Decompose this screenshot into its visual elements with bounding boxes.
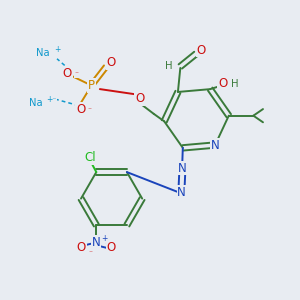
Text: N: N <box>92 236 101 249</box>
Text: O: O <box>76 103 85 116</box>
Text: O: O <box>218 77 227 90</box>
Text: H: H <box>231 79 238 89</box>
Text: H: H <box>165 61 173 71</box>
Text: N: N <box>177 186 186 199</box>
Text: Na: Na <box>29 98 43 109</box>
Text: P: P <box>88 79 95 92</box>
Text: O: O <box>63 67 72 80</box>
Text: +⁻: +⁻ <box>46 95 56 104</box>
Text: +: + <box>101 233 108 242</box>
Text: O: O <box>107 56 116 69</box>
Text: +: + <box>54 45 61 54</box>
Text: N: N <box>211 139 220 152</box>
Text: Cl: Cl <box>84 151 95 164</box>
Text: ⁻: ⁻ <box>88 105 92 114</box>
Text: O: O <box>197 44 206 57</box>
Text: ⁻: ⁻ <box>74 69 79 78</box>
Text: N: N <box>178 162 187 175</box>
Text: Na: Na <box>36 48 50 59</box>
Text: O: O <box>135 92 144 105</box>
Text: O: O <box>107 241 116 254</box>
Text: O: O <box>77 241 86 254</box>
Text: ⁻: ⁻ <box>88 249 92 258</box>
